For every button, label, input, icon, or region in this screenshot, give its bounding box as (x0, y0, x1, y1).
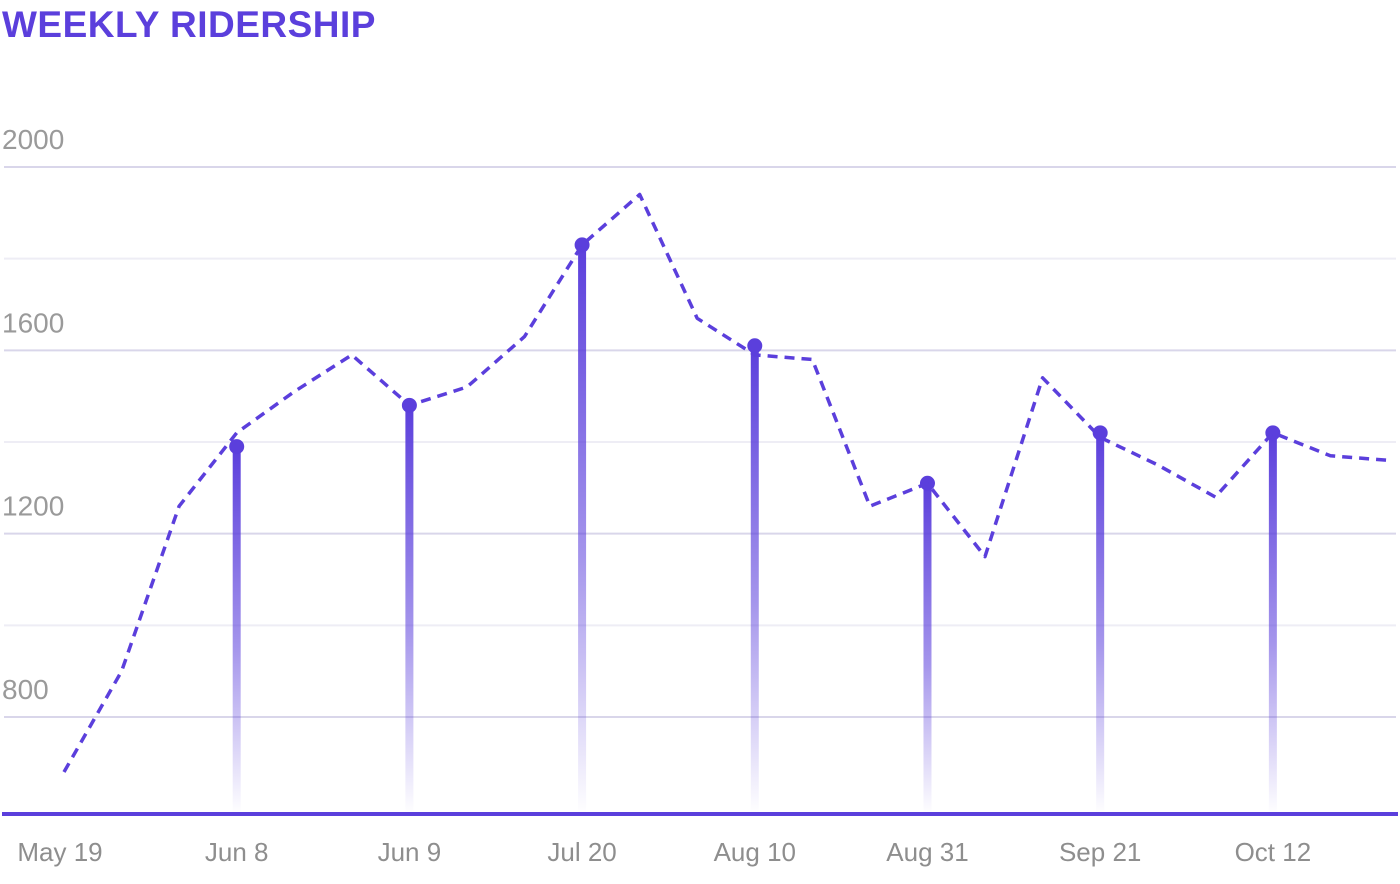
y-tick-label: 1200 (2, 491, 64, 522)
stem-bar (1268, 432, 1277, 814)
x-axis: May 19 Jun 8 Jun 9 Jul 20 Aug 10 Aug 31 Sep 21… (17, 837, 1311, 867)
dashed-line-series (62, 192, 1389, 773)
y-tick-label: 2000 (2, 124, 64, 155)
stem-bar (232, 446, 241, 814)
x-tick-label: Aug 10 (714, 837, 796, 867)
stem-bar (1096, 432, 1105, 814)
y-tick-label: 800 (2, 674, 49, 705)
stem-bar (923, 483, 932, 814)
x-tick-label: Oct 12 (1235, 837, 1312, 867)
x-tick-label: May 19 (17, 837, 102, 867)
stem-point (1092, 425, 1108, 441)
stem-bar (405, 405, 414, 814)
y-tick-label: 1600 (2, 307, 64, 338)
stem-bar (578, 244, 587, 814)
stem-point (747, 338, 763, 354)
x-tick-label: Sep 21 (1059, 837, 1141, 867)
y-axis: 800 1200 1600 2000 (2, 124, 64, 705)
x-tick-label: Jun 9 (378, 837, 442, 867)
x-tick-label: Aug 31 (886, 837, 968, 867)
x-tick-label: Jun 8 (205, 837, 269, 867)
stem-series (229, 237, 1281, 814)
x-tick-label: Jul 20 (547, 837, 616, 867)
stem-bar (750, 345, 759, 814)
grid-lines (4, 166, 1396, 718)
ridership-line (62, 192, 1389, 773)
chart-title: WEEKLY RIDERSHIP (2, 4, 376, 45)
stem-point (229, 439, 245, 455)
